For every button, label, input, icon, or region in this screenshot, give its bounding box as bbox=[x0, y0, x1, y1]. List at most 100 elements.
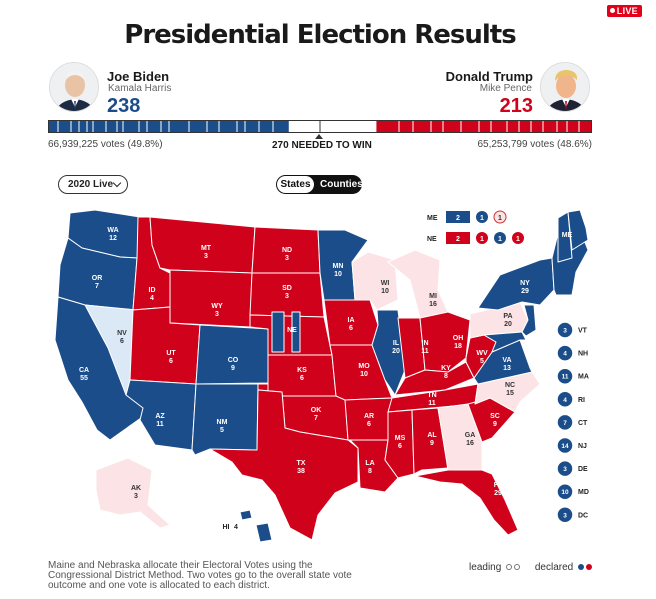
state-nj[interactable] bbox=[521, 304, 537, 337]
state-label-ak: AK bbox=[131, 485, 141, 492]
small-state-ev-nh: 4 bbox=[563, 351, 567, 358]
state-ky[interactable] bbox=[394, 361, 475, 396]
state-ev-hi: 4 bbox=[234, 524, 238, 531]
state-label-ut: UT bbox=[166, 350, 176, 357]
left-candidate-name: Joe Biden bbox=[107, 69, 170, 84]
declared-rep-swatch bbox=[586, 564, 592, 570]
small-state-dot-ri bbox=[556, 390, 574, 409]
right-electoral-votes: 213 bbox=[499, 95, 533, 117]
small-state-ev-nj: 14 bbox=[561, 443, 569, 450]
state-label-va: VA bbox=[502, 357, 511, 364]
chevron-down-icon bbox=[112, 178, 122, 188]
state-ev-in: 11 bbox=[421, 348, 429, 355]
state-label-fl: FL bbox=[494, 482, 503, 489]
toggle-states[interactable]: States bbox=[277, 176, 314, 193]
state-ev-ak: 3 bbox=[134, 493, 138, 500]
state-label-ky: KY bbox=[441, 365, 451, 372]
needed-to-win-label: 270 NEEDED TO WIN bbox=[272, 140, 372, 151]
small-state-ev-vt: 3 bbox=[563, 328, 567, 335]
split-district-dot bbox=[476, 211, 488, 223]
state-label-in: IN bbox=[422, 340, 429, 347]
small-state-ev-de: 3 bbox=[563, 466, 567, 473]
toggle-counties[interactable]: Counties bbox=[320, 179, 362, 190]
state-vt[interactable] bbox=[557, 211, 573, 263]
small-state-label-ct: CT bbox=[578, 420, 588, 427]
small-state-dot-de bbox=[556, 459, 574, 478]
declared-dem-swatch bbox=[578, 564, 584, 570]
small-state-ev-ct: 7 bbox=[563, 420, 567, 427]
small-state-ev-ma: 11 bbox=[562, 374, 569, 381]
state-ev-mi: 16 bbox=[429, 301, 437, 308]
state-label-ne: NE bbox=[287, 327, 297, 334]
state-label-or: OR bbox=[92, 275, 103, 282]
state-ev-ut: 6 bbox=[169, 358, 173, 365]
state-label-mt: MT bbox=[201, 245, 212, 252]
ne-district-stripe bbox=[291, 311, 301, 353]
small-state-dot-nj bbox=[556, 436, 574, 455]
split-district-value: 1 bbox=[498, 215, 502, 222]
small-state-label-de: DE bbox=[578, 466, 588, 473]
state-ev-mn: 10 bbox=[334, 271, 342, 278]
view-toggle[interactable]: States Counties bbox=[276, 175, 362, 194]
state-ev-nc: 15 bbox=[506, 390, 514, 397]
live-label: LIVE bbox=[616, 6, 638, 16]
state-ak[interactable] bbox=[95, 457, 171, 529]
small-state-ev-dc: 3 bbox=[563, 512, 567, 519]
state-co[interactable] bbox=[195, 324, 271, 385]
state-ev-oh: 18 bbox=[454, 343, 462, 350]
state-ev-ar: 6 bbox=[367, 421, 371, 428]
declared-label: declared bbox=[534, 562, 574, 573]
state-me[interactable] bbox=[567, 209, 589, 251]
state-tx[interactable] bbox=[209, 389, 359, 541]
state-mi[interactable] bbox=[387, 249, 449, 319]
needed-pointer-icon bbox=[315, 134, 323, 139]
state-ev-tn: 11 bbox=[428, 400, 436, 407]
state-label-ga: GA bbox=[465, 432, 476, 439]
state-al[interactable] bbox=[411, 407, 449, 475]
small-state-label-vt: VT bbox=[578, 328, 588, 335]
state-label-nc: NC bbox=[505, 382, 515, 389]
left-popular-votes: 66,939,225 votes (49.8%) bbox=[48, 139, 163, 150]
left-running-mate: Kamala Harris bbox=[108, 83, 172, 94]
state-ga[interactable] bbox=[437, 403, 483, 471]
state-ev-ia: 6 bbox=[349, 325, 353, 332]
state-wy[interactable] bbox=[169, 269, 253, 328]
small-state-dot-nh bbox=[556, 344, 574, 362]
split-district-value: 1 bbox=[498, 236, 502, 243]
page-title: Presidential Election Results bbox=[124, 20, 516, 50]
state-de-md[interactable] bbox=[483, 331, 527, 353]
right-popular-votes: 65,253,799 votes (48.6%) bbox=[477, 139, 592, 150]
year-select[interactable]: 2020 Live bbox=[58, 175, 128, 194]
state-label-nv: NV bbox=[117, 330, 127, 337]
state-label-ca: CA bbox=[79, 367, 89, 374]
state-label-ms: MS bbox=[395, 435, 406, 442]
state-wi[interactable] bbox=[351, 251, 399, 311]
state-ev-nd: 3 bbox=[285, 255, 289, 262]
split-total-box bbox=[446, 211, 470, 223]
state-label-nd: ND bbox=[282, 247, 292, 254]
state-ev-nv: 6 bbox=[120, 338, 124, 345]
state-ev-va: 13 bbox=[503, 365, 511, 372]
small-state-label-dc: DC bbox=[578, 512, 588, 519]
state-ev-il: 20 bbox=[392, 348, 400, 355]
state-label-co: CO bbox=[228, 357, 239, 364]
state-ev-ms: 6 bbox=[398, 443, 402, 450]
right-candidate-name: Donald Trump bbox=[445, 69, 533, 84]
state-label-ar: AR bbox=[364, 413, 374, 420]
small-state-label-ri: RI bbox=[578, 397, 585, 404]
state-ev-ok: 7 bbox=[314, 415, 318, 422]
state-label-ks: KS bbox=[297, 367, 307, 374]
state-hi[interactable] bbox=[239, 509, 253, 521]
state-ny[interactable] bbox=[477, 257, 555, 311]
district-method-note: Maine and Nebraska allocate their Electo… bbox=[48, 560, 352, 591]
state-label-mi: MI bbox=[429, 293, 437, 300]
biden-avatar bbox=[49, 62, 99, 112]
state-label-wv: WV bbox=[476, 350, 488, 357]
state-hi-big[interactable] bbox=[255, 522, 273, 542]
state-ev-ny: 29 bbox=[521, 288, 529, 295]
state-label-tx: TX bbox=[297, 460, 306, 467]
state-ev-wi: 10 bbox=[381, 288, 389, 295]
state-fl[interactable] bbox=[414, 469, 519, 536]
state-label-mn: MN bbox=[333, 263, 344, 270]
split-district-dot bbox=[476, 232, 488, 244]
